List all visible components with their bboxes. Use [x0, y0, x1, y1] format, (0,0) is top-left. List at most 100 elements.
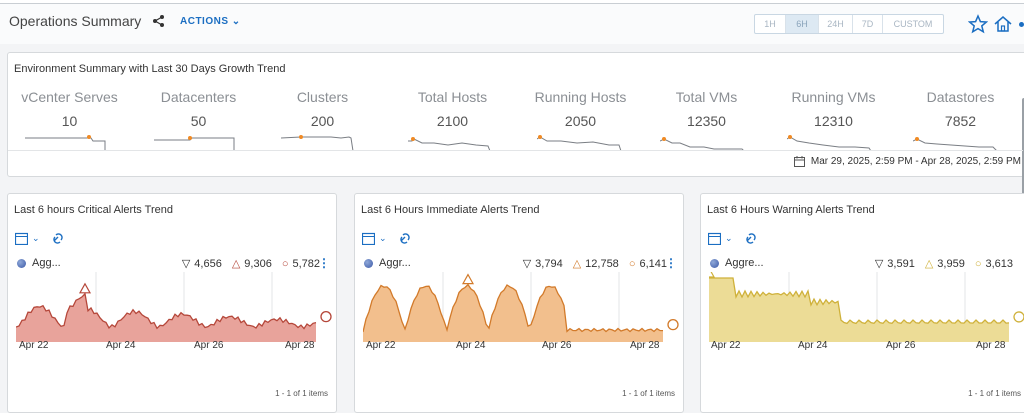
range-button-24h[interactable]: 24H — [819, 15, 853, 33]
current-value: 6,141 — [639, 257, 667, 270]
kebab-menu-icon[interactable]: ⋮ — [318, 256, 330, 270]
actions-label: ACTIONS — [180, 16, 229, 27]
series-area — [709, 278, 1009, 342]
environment-summary-panel: Environment Summary with Last 30 Days Gr… — [7, 52, 1024, 198]
x-label: Apr 28 — [976, 340, 1006, 351]
immediate-alerts-panel: Last 6 Hours Immediate Alerts Trend ⌄ Ag… — [354, 193, 684, 413]
metric-label: Total Hosts — [417, 89, 488, 105]
calendar-icon — [793, 156, 805, 167]
x-axis-labels: Apr 22 Apr 24 Apr 26 Apr 28 — [8, 340, 338, 354]
calendar-icon[interactable] — [708, 232, 721, 245]
current-value: 5,782 — [292, 257, 320, 270]
calendar-icon[interactable] — [15, 232, 28, 245]
metric-label: Datacenters — [160, 89, 237, 105]
trend-chart[interactable] — [363, 272, 681, 342]
sparkline-datastores — [913, 137, 998, 151]
actions-dropdown[interactable]: ACTIONS ⌄ — [180, 16, 241, 27]
metric-value: 2100 — [436, 113, 469, 129]
min-stat: ▽ 4,656 — [182, 257, 222, 271]
x-label: Apr 26 — [194, 340, 224, 351]
vertical-scrollbar[interactable] — [1022, 98, 1024, 198]
metric-total-hosts: Total Hosts 2100 — [390, 89, 515, 129]
link-icon[interactable] — [744, 232, 758, 245]
metric-value: 10 — [61, 113, 78, 129]
x-label: Apr 22 — [19, 340, 49, 351]
min-value: 3,794 — [535, 257, 563, 270]
link-icon[interactable] — [398, 232, 412, 245]
range-button-6h[interactable]: 6H — [786, 15, 819, 33]
metric-datastores: Datastores 7852 — [898, 89, 1023, 129]
x-label: Apr 22 — [366, 340, 396, 351]
sparkline-total-hosts — [408, 137, 491, 151]
x-label: Apr 24 — [798, 340, 828, 351]
link-icon[interactable] — [51, 232, 65, 245]
date-range-display: Mar 29, 2025, 2:59 PM - Apr 28, 2025, 2:… — [793, 156, 1021, 167]
current-stat: ○ 3,613 — [975, 257, 1013, 270]
metric-value: 7852 — [944, 113, 977, 129]
metric-label: Running Hosts — [534, 89, 627, 105]
metric-value: 12310 — [814, 113, 853, 129]
panel-title: Last 6 Hours Warning Alerts Trend — [707, 204, 875, 216]
metric-clusters: Clusters 200 — [260, 89, 385, 129]
sparkline-clusters — [281, 135, 354, 151]
x-label: Apr 24 — [106, 340, 136, 351]
current-value-marker — [320, 310, 332, 323]
page-header: Operations Summary ACTIONS ⌄ 1H 6H 24H 7… — [0, 4, 1024, 44]
series-area — [363, 284, 663, 342]
top-border — [0, 0, 1024, 4]
metric-value: 2050 — [564, 113, 597, 129]
current-value: 3,613 — [985, 257, 1013, 270]
share-icon[interactable] — [152, 14, 166, 28]
current-circle-icon: ○ — [974, 257, 982, 270]
chevron-down-icon: ⌄ — [231, 16, 241, 27]
chevron-down-icon[interactable]: ⌄ — [379, 233, 387, 243]
max-value: 3,959 — [937, 257, 965, 270]
max-value-marker — [78, 282, 92, 294]
sparkline-vcenter — [25, 135, 106, 151]
max-stat: △ 3,959 — [925, 257, 965, 271]
trend-chart[interactable] — [709, 272, 1024, 342]
max-value: 12,758 — [585, 257, 619, 270]
sparkline-running-vms — [787, 135, 872, 151]
range-button-1h[interactable]: 1H — [755, 15, 786, 33]
min-triangle-down-icon: ▽ — [874, 258, 884, 270]
sparkline-running-hosts — [537, 135, 622, 151]
max-triangle-up-icon: △ — [572, 258, 582, 270]
stats-row: ▽ 3,591 △ 3,959 ○ 3,613 — [874, 257, 1013, 271]
series-line — [16, 292, 317, 330]
metric-running-hosts: Running Hosts 2050 — [518, 89, 643, 129]
panel-title: Last 6 hours Critical Alerts Trend — [14, 204, 173, 216]
range-button-7d[interactable]: 7D — [853, 15, 883, 33]
chevron-down-icon[interactable]: ⌄ — [725, 233, 733, 243]
metric-label: Running VMs — [791, 89, 876, 105]
series-legend-dot — [710, 259, 719, 268]
sparkline-datacenters — [154, 136, 235, 151]
series-legend-dot — [17, 259, 26, 268]
chevron-down-icon[interactable]: ⌄ — [32, 233, 40, 243]
series-area — [16, 293, 316, 342]
series-line — [709, 277, 1010, 325]
min-stat: ▽ 3,794 — [523, 257, 563, 271]
max-stat: △ 9,306 — [232, 257, 272, 271]
pagination-info: 1 - 1 of 1 items — [622, 389, 675, 398]
current-value-marker — [1013, 311, 1024, 323]
metric-value: 200 — [310, 113, 335, 129]
calendar-icon[interactable] — [362, 232, 375, 245]
range-button-custom[interactable]: CUSTOM — [893, 19, 933, 29]
trend-chart[interactable] — [16, 272, 334, 342]
time-range-selector: 1H 6H 24H 7D CUSTOM — [754, 14, 944, 34]
stats-row: ▽ 4,656 △ 9,306 ○ 5,782 — [182, 257, 320, 271]
kebab-menu-icon[interactable]: ⋮ — [665, 256, 677, 270]
current-circle-icon: ○ — [628, 257, 636, 270]
metric-vcenter: vCenter Serves 10 — [7, 89, 132, 129]
current-stat: ○ 6,141 — [629, 257, 667, 270]
more-indicator — [1019, 22, 1024, 27]
metric-total-vms: Total VMs 12350 — [644, 89, 769, 129]
page-title: Operations Summary — [9, 13, 142, 29]
home-icon[interactable] — [993, 14, 1013, 34]
metric-label: vCenter Serves — [21, 89, 118, 105]
stats-row: ▽ 3,794 △ 12,758 ○ 6,141 — [523, 257, 667, 271]
x-label: Apr 28 — [285, 340, 315, 351]
star-icon[interactable] — [968, 14, 988, 34]
critical-alerts-panel: Last 6 hours Critical Alerts Trend ⌄ Agg… — [7, 193, 337, 413]
